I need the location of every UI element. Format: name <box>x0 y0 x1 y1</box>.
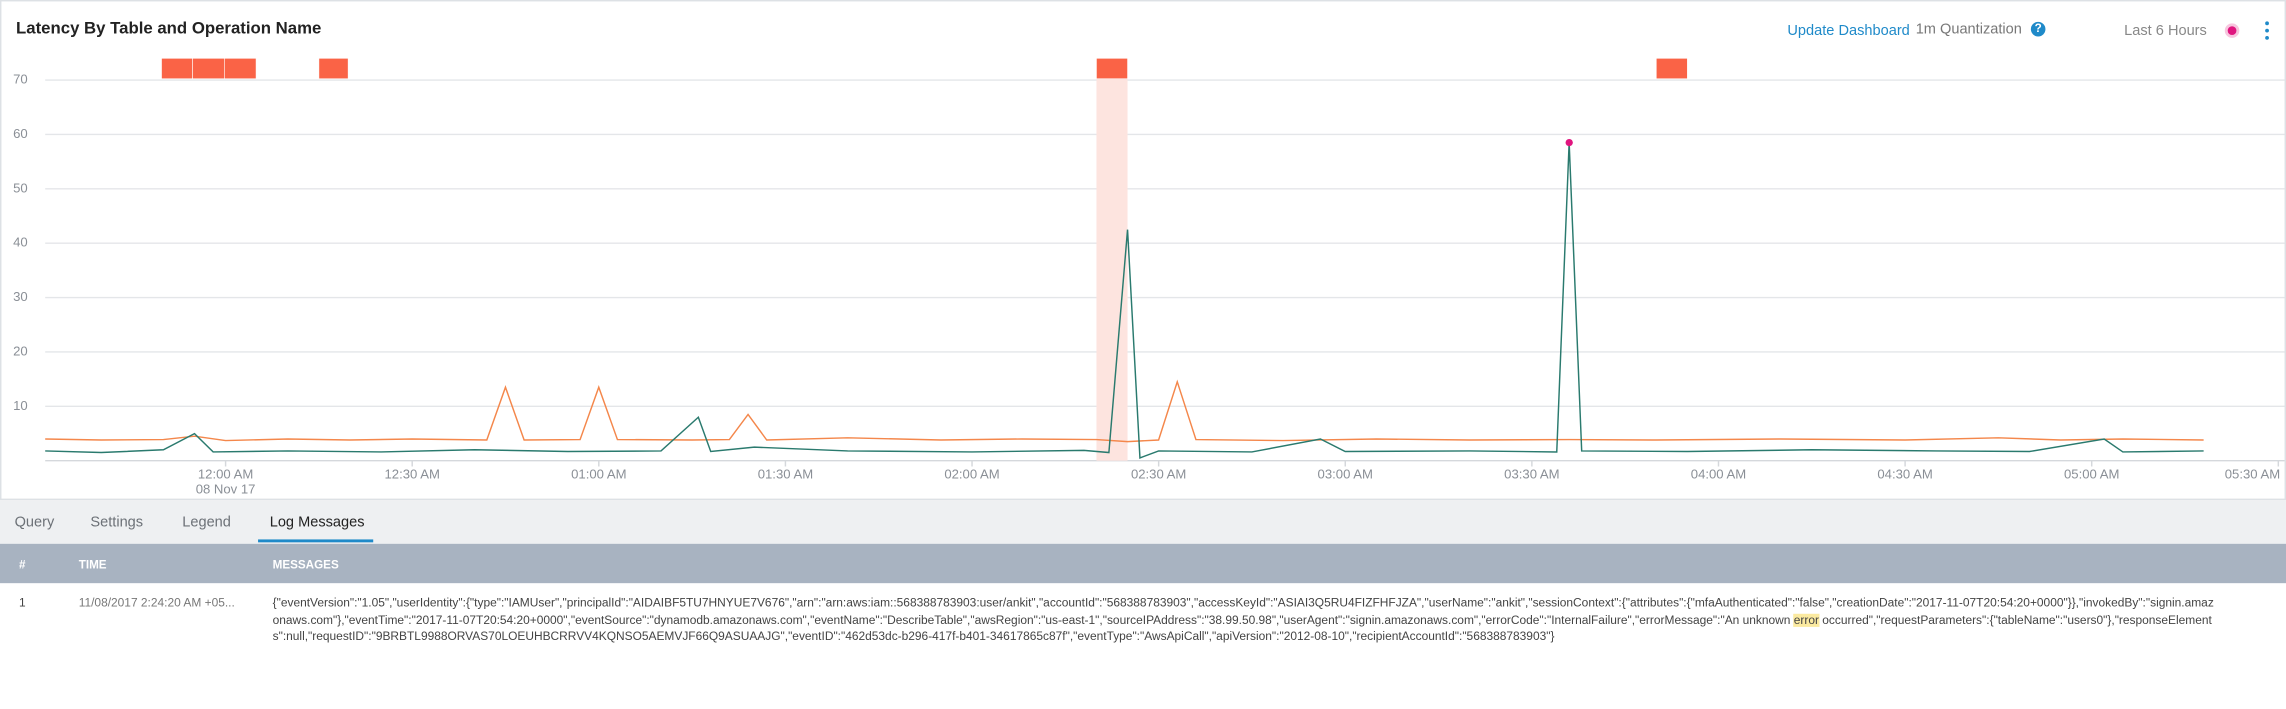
row-time: 11/08/2017 2:24:20 AM +05... <box>78 596 235 610</box>
update-dashboard[interactable]: Update Dashboard <box>1787 23 1910 40</box>
x-tick-label: 12:00 AM <box>198 467 253 482</box>
x-tick-label: 01:30 AM <box>758 467 813 482</box>
y-tick-label: 10 <box>13 398 28 413</box>
tab[interactable]: Legend <box>182 514 231 531</box>
x-tick-label: 01:00 AM <box>571 467 626 482</box>
event-marker <box>1655 58 1688 80</box>
panel-title: Latency By Table and Operation Name <box>16 20 322 38</box>
help-icon[interactable]: ? <box>2030 21 2046 37</box>
x-tick-label: 05:00 AM <box>2064 467 2119 482</box>
y-tick-label: 30 <box>13 289 28 304</box>
x-tick-label: 03:00 AM <box>1318 467 1373 482</box>
dashboard-panel: 10 20 30 40 50 60 70 12:00 AM 08 Nov 17 12:30 AM 0… <box>0 0 2286 501</box>
quantization[interactable]: 1m Quantization <box>1915 21 2022 38</box>
x-tick-label: 02:30 AM <box>1131 467 1186 482</box>
y-tick-label: 20 <box>13 343 28 358</box>
event-marker <box>1096 58 1128 80</box>
y-tick-label: 60 <box>13 126 28 141</box>
x-tick-label: 12:30 AM <box>385 467 440 482</box>
event-marker <box>318 58 349 80</box>
event-marker <box>224 58 257 80</box>
table-header: # TIME MESSAGES <box>0 543 2286 584</box>
y-tick-label: 40 <box>13 235 28 250</box>
x-tick-label: 03:30 AM <box>1504 467 1559 482</box>
column-header: TIME <box>78 558 107 572</box>
message-text: {"eventVersion":"1.05","userIdentity":{"… <box>272 596 2214 627</box>
event-marker <box>192 58 225 80</box>
y-tick-label: 50 <box>13 180 28 195</box>
x-tick-label: 05:30 AM <box>2225 467 2280 482</box>
x-tick-label: 02:00 AM <box>944 467 999 482</box>
tab[interactable]: Query <box>14 514 55 531</box>
event-marker <box>161 58 193 80</box>
time-range[interactable]: Last 6 Hours <box>2124 23 2207 40</box>
column-header: MESSAGES <box>272 558 339 572</box>
tab-bar: Query Settings Legend Log Messages <box>0 500 2286 544</box>
x-date-label: 08 Nov 17 <box>196 481 256 496</box>
message-highlight: error <box>1793 613 1819 627</box>
tab-underline <box>258 539 374 543</box>
tab[interactable]: Settings <box>90 514 144 531</box>
status-dot <box>2224 23 2240 38</box>
row-message: {"eventVersion":"1.05","userIdentity":{"… <box>273 595 2219 645</box>
column-header: # <box>18 558 26 572</box>
event-band <box>1096 58 1128 461</box>
kebab-menu[interactable] <box>2263 20 2272 40</box>
row-index: 1 <box>18 596 26 610</box>
series-line <box>45 379 2204 443</box>
y-tick-label: 70 <box>13 72 28 87</box>
tab-active[interactable]: Log Messages <box>269 514 365 531</box>
message-text: occurred","requestParameters":{"tableNam… <box>272 613 2212 643</box>
peak-marker <box>1565 138 1573 147</box>
panel-header <box>1 1 2285 59</box>
x-tick-label: 04:00 AM <box>1691 467 1746 482</box>
series-line <box>45 142 2204 459</box>
x-tick-label: 04:30 AM <box>1877 467 1932 482</box>
